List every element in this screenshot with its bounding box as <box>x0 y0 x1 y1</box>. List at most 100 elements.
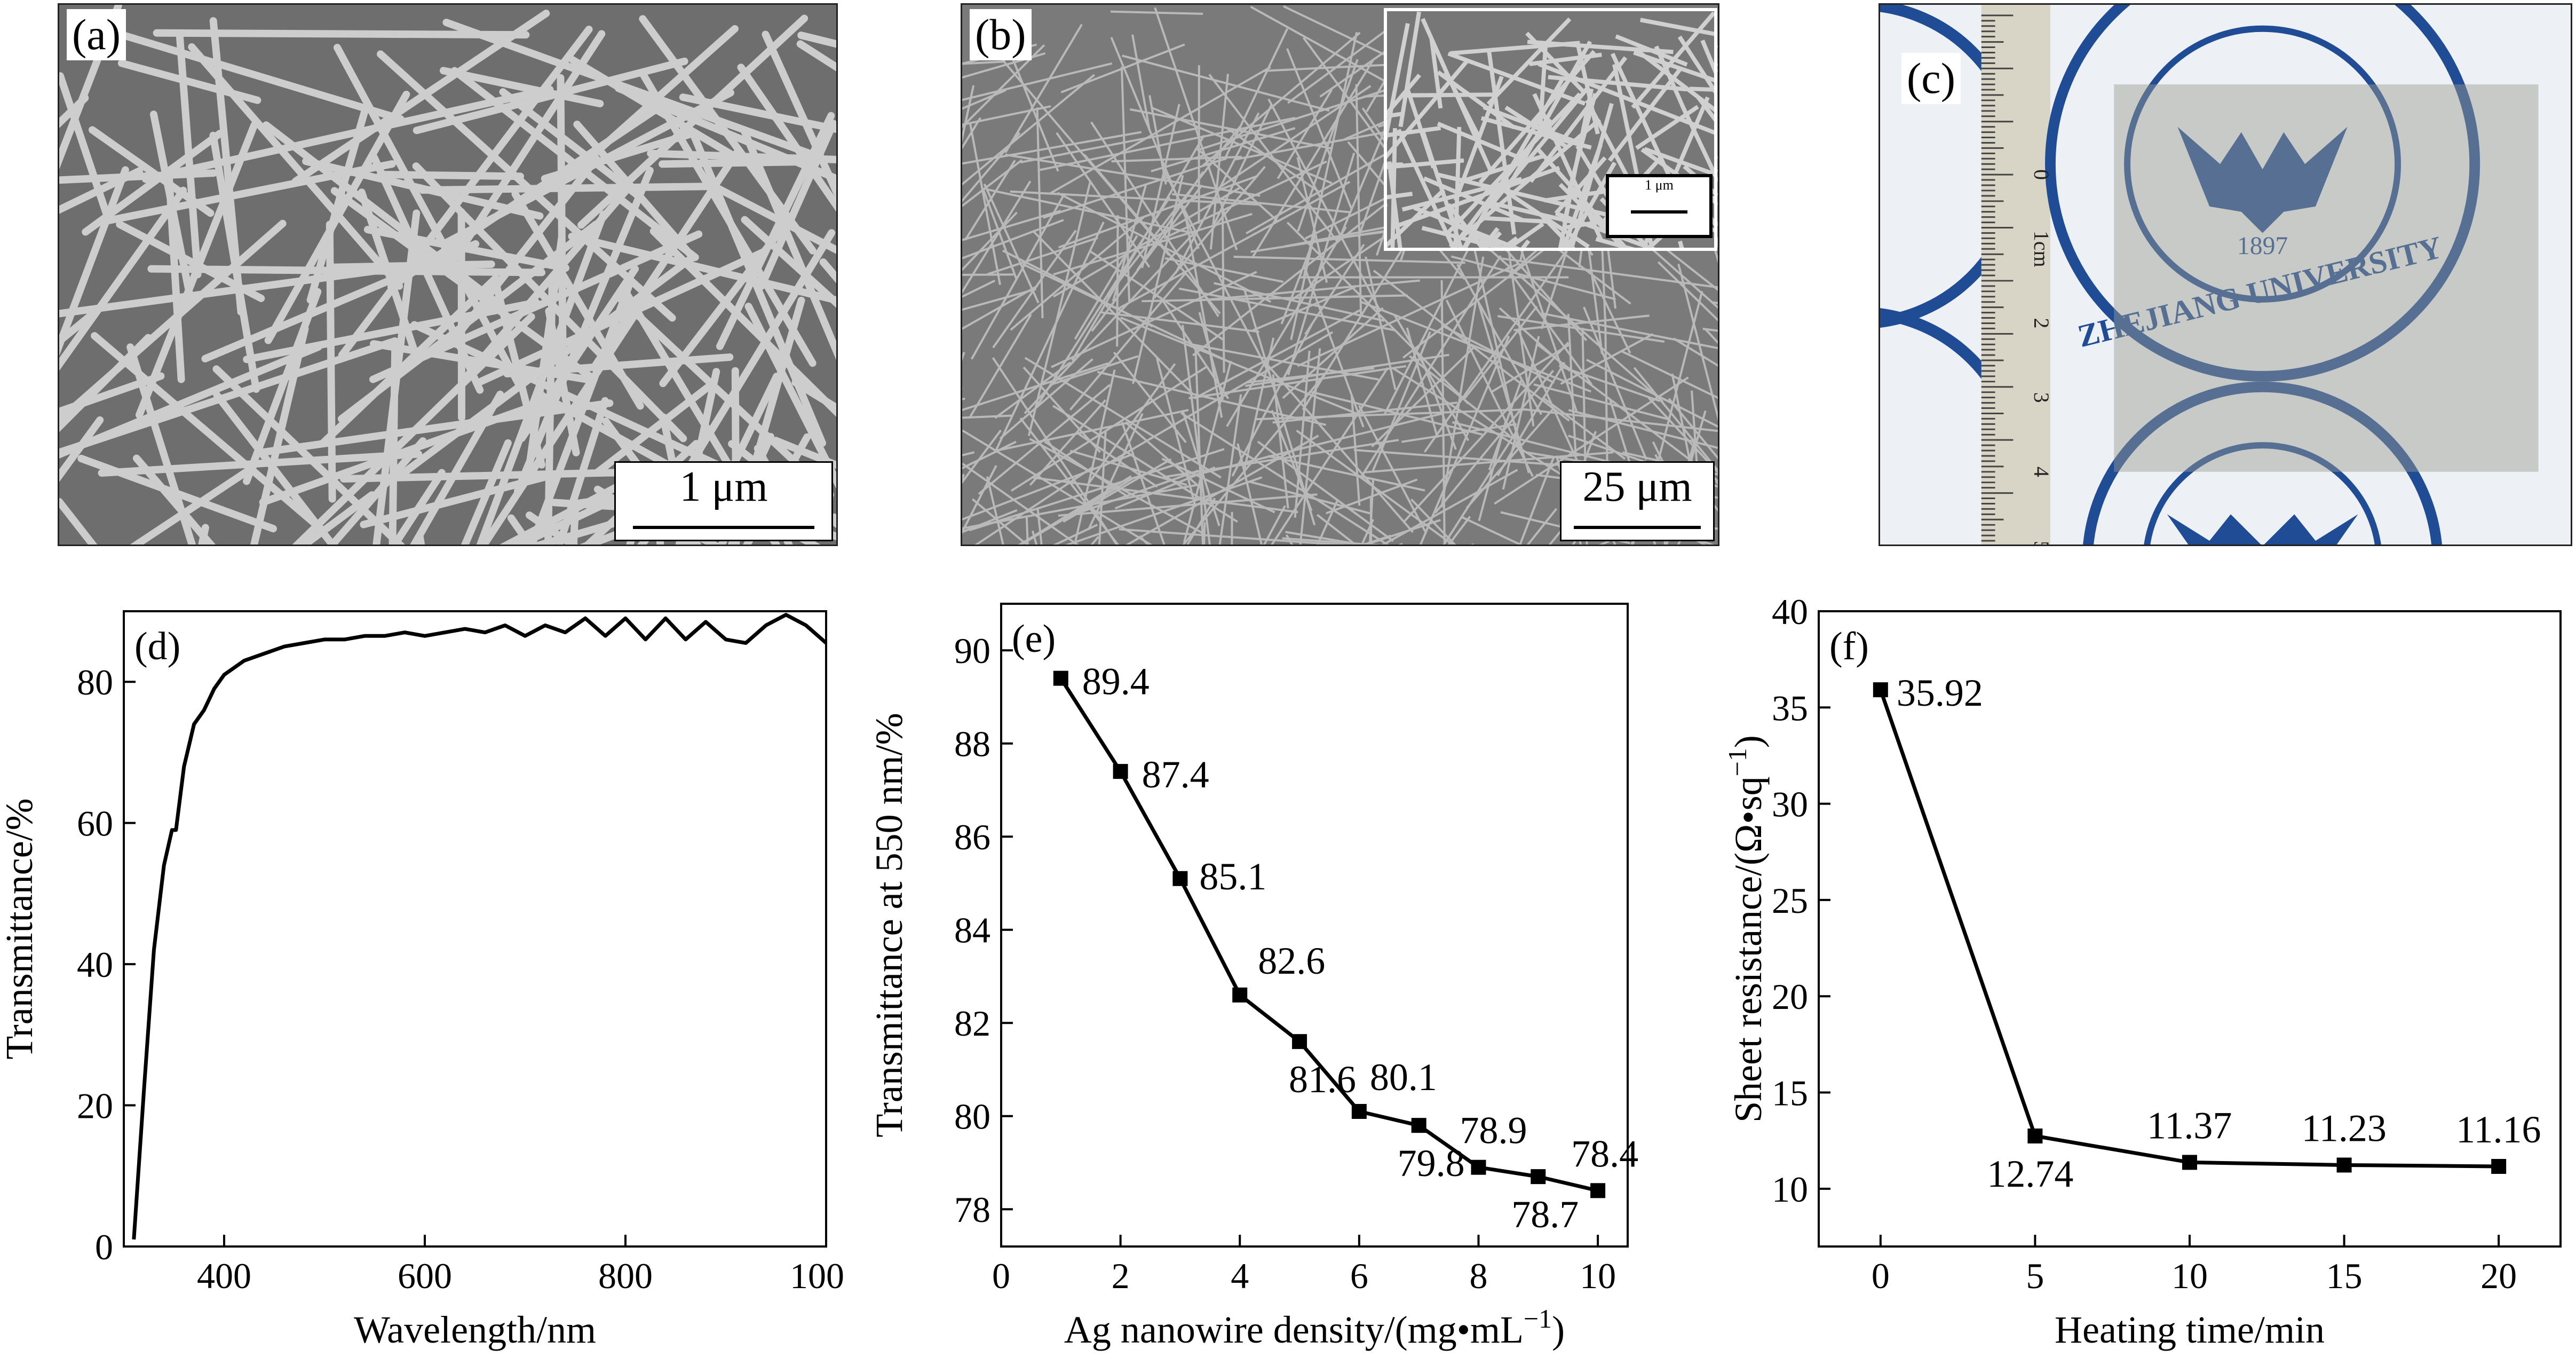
y-tick-label: 35 <box>1772 688 1808 728</box>
ruler-number: 2 <box>2030 318 2053 329</box>
y-tick-label: 78 <box>954 1189 990 1230</box>
data-label: 79.8 <box>1398 1142 1465 1185</box>
inset-scalebar-text: 1 μm <box>1645 177 1674 193</box>
y-tick-label: 25 <box>1772 880 1808 921</box>
y-tick-label: 30 <box>1772 784 1808 825</box>
chart-e-transmittance-vs-density: 0 2 4 6 8 10 78 80 82 84 86 88 90 (e) Ag nanowire dens… <box>868 603 1638 1351</box>
data-point-marker <box>1411 1118 1426 1133</box>
data-label: 11.37 <box>2147 1104 2232 1147</box>
x-tick-label: 0 <box>1872 1256 1890 1296</box>
panel-label-a: (a) <box>67 9 126 60</box>
data-label: 81.6 <box>1289 1058 1356 1101</box>
data-label: 87.4 <box>1142 753 1209 796</box>
data-point-marker <box>1531 1169 1546 1185</box>
data-point-marker <box>1172 871 1188 886</box>
x-tick-label: 4 <box>1231 1256 1249 1296</box>
x-tick-label: 0 <box>992 1256 1010 1296</box>
y-tick-label: 86 <box>954 817 990 857</box>
sem-image-a: (a) 1 μm <box>58 3 838 546</box>
plot-frame <box>1000 603 1629 1248</box>
x-tick-label: 800 <box>598 1256 653 1296</box>
scalebar-b: 25 μm <box>1560 461 1715 541</box>
x-tick-label: 400 <box>197 1256 251 1296</box>
photo-c: 1897 ZHEJIANG UNIVERSITY 01cm2345 (c) <box>1879 3 2572 546</box>
series-line <box>1059 677 1598 1193</box>
transparent-film <box>2114 84 2539 472</box>
series-line <box>1879 689 2499 1169</box>
panel-label-f: (f) <box>1829 625 1869 668</box>
data-label: 11.16 <box>2456 1108 2541 1151</box>
data-point-marker <box>1232 987 1248 1003</box>
eagle-emblem-icon <box>2177 127 2348 233</box>
scalebar-a: 1 μm <box>614 461 833 541</box>
ruler-number: 4 <box>2030 467 2053 477</box>
data-label: 78.9 <box>1460 1109 1527 1152</box>
data-point-marker <box>2027 1129 2043 1144</box>
y-tick-label: 80 <box>954 1096 990 1137</box>
y-tick-label: 10 <box>1772 1169 1808 1210</box>
data-point-marker <box>1053 670 1068 686</box>
panel-label-b: (b) <box>970 9 1032 60</box>
y-tick-label: 40 <box>1772 591 1808 632</box>
data-point-marker <box>1292 1034 1307 1050</box>
inset-image-b: 1 μm <box>1384 8 1717 251</box>
ruler-number: 5 <box>2030 541 2053 545</box>
sem-image-b: (b) 1 μm 25 μm <box>961 3 1719 546</box>
data-label: 35.92 <box>1897 672 1983 714</box>
y-tick-label: 20 <box>1772 976 1808 1017</box>
data-point-marker <box>1113 764 1128 779</box>
data-point-marker <box>2336 1157 2352 1173</box>
seal-photo: 1897 ZHEJIANG UNIVERSITY 01cm2345 <box>1880 5 2571 545</box>
seal-year: 1897 <box>2237 232 2288 260</box>
inset-scalebar: 1 μm <box>1606 174 1713 238</box>
x-tick-label: 2 <box>1112 1256 1130 1296</box>
x-tick-label: 8 <box>1469 1256 1487 1296</box>
plot-frame <box>123 610 827 1248</box>
data-point-marker <box>1873 682 1888 698</box>
chart-f-sheet-resistance-vs-time: 0 5 10 15 20 10 15 20 25 30 35 40 (f) Heating time/mi… <box>1729 591 2562 1351</box>
y-tick-label: 20 <box>77 1086 113 1126</box>
inset-nanowire-texture <box>1387 11 1714 248</box>
x-tick-label: 10 <box>2171 1256 2208 1296</box>
ruler-number: 1cm <box>2030 231 2053 267</box>
panel-label-c: (c) <box>1901 53 1961 104</box>
y-tick-label: 60 <box>77 803 113 844</box>
data-point-marker <box>2491 1158 2507 1174</box>
data-label: 12.74 <box>1987 1153 2073 1195</box>
panel-label-d: (d) <box>134 625 180 668</box>
y-tick-label: 40 <box>77 944 113 985</box>
x-tick-label: 5 <box>2026 1256 2044 1296</box>
y-axis-title: Sheet resistance/(Ω•sq−1) <box>1729 735 1770 1123</box>
y-axis-title: Transmittance/% <box>0 798 41 1059</box>
scalebar-text-b: 25 μm <box>1582 463 1692 510</box>
data-label: 82.6 <box>1258 940 1325 982</box>
data-label: 78.7 <box>1511 1193 1579 1236</box>
x-axis-title: Heating time/min <box>2055 1308 2325 1351</box>
x-axis-title: Ag nanowire density/(mg•mL−1) <box>1064 1304 1565 1351</box>
data-point-marker <box>1351 1103 1367 1119</box>
panel-label-e: (e) <box>1012 617 1056 661</box>
data-point-marker <box>2182 1155 2197 1170</box>
x-tick-label: 15 <box>2326 1256 2363 1296</box>
data-label: 80.1 <box>1370 1056 1437 1099</box>
y-tick-label: 90 <box>954 630 990 671</box>
data-label: 85.1 <box>1199 855 1266 898</box>
x-tick-label: 600 <box>398 1256 452 1296</box>
series-line <box>132 613 828 1240</box>
ruler-number: 0 <box>2030 169 2053 180</box>
y-tick-label: 80 <box>77 662 113 703</box>
x-tick-label: 6 <box>1350 1256 1368 1296</box>
y-tick-label: 15 <box>1772 1073 1808 1114</box>
data-label: 78.4 <box>1571 1132 1638 1175</box>
data-label: 89.4 <box>1082 660 1150 703</box>
x-tick-label: 10 <box>1580 1256 1616 1296</box>
scalebar-text-a: 1 μm <box>679 463 768 510</box>
y-tick-label: 0 <box>95 1227 113 1267</box>
data-point-marker <box>1590 1183 1606 1198</box>
x-axis-title: Wavelength/nm <box>354 1308 596 1351</box>
ruler-number: 3 <box>2030 392 2053 403</box>
y-tick-label: 82 <box>954 1003 990 1044</box>
y-tick-label: 84 <box>954 910 990 951</box>
